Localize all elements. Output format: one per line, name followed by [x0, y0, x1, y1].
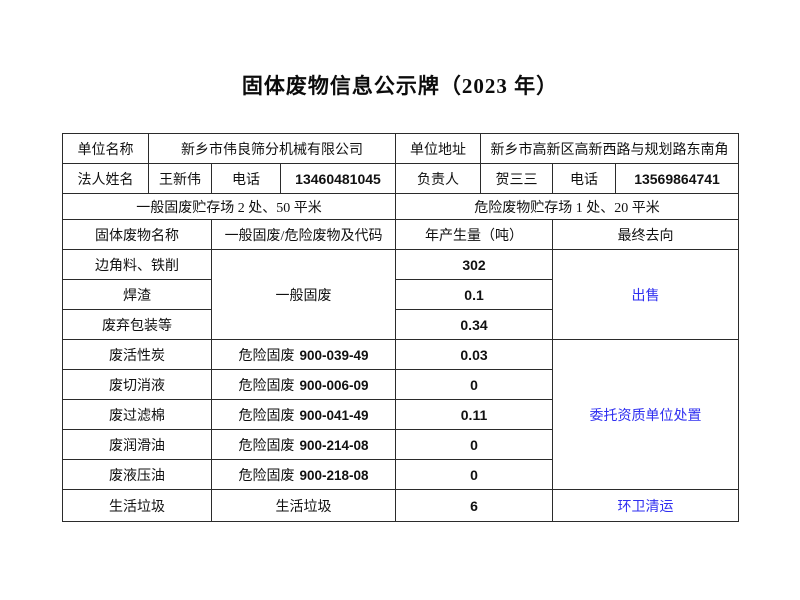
waste-category-cell: 生活垃圾 [210, 489, 397, 522]
waste-row: 废活性炭 危险固废 900-039-49 0.03 委托资质单位处置 [62, 339, 740, 490]
waste-code: 900-006-09 [299, 377, 369, 393]
responsible-value-cell: 贺三三 [480, 163, 554, 194]
waste-row: 边角料、铁削 一般固废 302 出售 [62, 249, 740, 340]
company-name-row: 单位名称 新乡市伟良筛分机械有限公司 单位地址 新乡市高新区高新西路与规划路东南… [62, 133, 740, 164]
phone2-label-cell: 电话 [552, 163, 617, 194]
waste-category-cell: 危险固废 900-041-49 [210, 399, 397, 430]
waste-name-cell: 废切消液 [62, 369, 212, 400]
phone1-value-cell: 13460481045 [279, 163, 397, 194]
waste-code: 900-214-08 [299, 437, 369, 453]
phone1-label-cell: 电话 [211, 163, 281, 194]
waste-name-cell: 生活垃圾 [62, 489, 212, 522]
waste-amount-cell: 302 [395, 249, 554, 280]
waste-name-cell: 废活性炭 [62, 339, 212, 370]
waste-name-cell: 废弃包装等 [62, 309, 212, 340]
waste-amount-cell: 0.11 [395, 399, 554, 430]
waste-category-label: 危险固废 [238, 438, 295, 454]
waste-row: 生活垃圾 生活垃圾 6 环卫清运 [62, 489, 740, 522]
waste-category-cell: 危险固废 900-039-49 [210, 339, 397, 370]
waste-code: 900-041-49 [299, 407, 369, 423]
waste-name-cell: 废液压油 [62, 459, 212, 490]
waste-row: 废润滑油 危险固废 900-214-08 0 [62, 429, 739, 460]
col-header-category-code: 一般固废/危险废物及代码 [210, 219, 397, 250]
waste-name-cell: 废润滑油 [62, 429, 212, 460]
waste-row: 废过滤棉 危险固废 900-041-49 0.11 [62, 399, 739, 430]
waste-name-cell: 焊渣 [62, 279, 212, 310]
unit-address-value-cell: 新乡市高新区高新西路与规划路东南角 [480, 133, 740, 164]
waste-category-label: 危险固废 [238, 348, 295, 364]
col-header-destination: 最终去向 [552, 219, 740, 250]
waste-header-row: 固体废物名称 一般固废/危险废物及代码 年产生量（吨） 最终去向 [62, 219, 740, 250]
waste-category-label: 危险固废 [238, 378, 295, 394]
notice-table: 单位名称 新乡市伟良筛分机械有限公司 单位地址 新乡市高新区高新西路与规划路东南… [61, 133, 740, 522]
waste-row: 焊渣 0.1 [62, 279, 739, 310]
waste-category-cell: 危险固废 900-218-08 [210, 459, 397, 490]
waste-category-cell: 危险固废 900-006-09 [210, 369, 397, 400]
legal-name-label-cell: 法人姓名 [62, 163, 149, 194]
waste-code: 900-218-08 [299, 467, 369, 483]
contacts-row: 法人姓名 王新伟 电话 13460481045 负责人 贺三三 电话 13569… [62, 163, 740, 194]
waste-amount-cell: 0 [395, 459, 554, 490]
legal-name-value-cell: 王新伟 [148, 163, 212, 194]
page-title: 固体废物信息公示牌（2023 年） [241, 74, 559, 98]
storage-row: 一般固废贮存场 2 处、50 平米 危险废物贮存场 1 处、20 平米 [61, 193, 740, 220]
responsible-label-cell: 负责人 [395, 163, 482, 194]
waste-amount-cell: 0.1 [395, 279, 554, 310]
col-header-annual-amount: 年产生量（吨） [395, 219, 554, 250]
unit-name-value-cell: 新乡市伟良筛分机械有限公司 [147, 133, 397, 164]
waste-amount-cell: 0 [395, 429, 554, 460]
waste-amount-cell: 0 [395, 369, 554, 400]
waste-category-label: 危险固废 [238, 408, 295, 424]
waste-category-cell: 一般固废 [210, 249, 397, 340]
waste-destination-cell: 委托资质单位处置 [552, 339, 740, 490]
waste-destination-cell: 环卫清运 [552, 489, 740, 522]
waste-amount-cell: 6 [395, 489, 554, 522]
waste-amount-cell: 0.34 [395, 309, 554, 340]
waste-name-cell: 废过滤棉 [62, 399, 212, 430]
unit-name-label-cell: 单位名称 [62, 133, 149, 164]
waste-code: 900-039-49 [299, 347, 369, 363]
waste-category-cell: 危险固废 900-214-08 [210, 429, 397, 460]
waste-destination-cell: 出售 [552, 249, 740, 340]
waste-row: 废弃包装等 0.34 [62, 309, 739, 340]
col-header-waste-name: 固体废物名称 [62, 219, 212, 250]
hazardous-storage-cell: 危险废物贮存场 1 处、20 平米 [395, 193, 740, 220]
unit-address-label-cell: 单位地址 [395, 133, 482, 164]
waste-row: 废切消液 危险固废 900-006-09 0 [62, 369, 739, 400]
waste-amount-cell: 0.03 [395, 339, 554, 370]
waste-category-label: 危险固废 [238, 468, 295, 484]
general-storage-cell: 一般固废贮存场 2 处、50 平米 [61, 193, 397, 220]
phone2-value-cell: 13569864741 [615, 163, 740, 194]
waste-name-cell: 边角料、铁削 [62, 249, 212, 280]
